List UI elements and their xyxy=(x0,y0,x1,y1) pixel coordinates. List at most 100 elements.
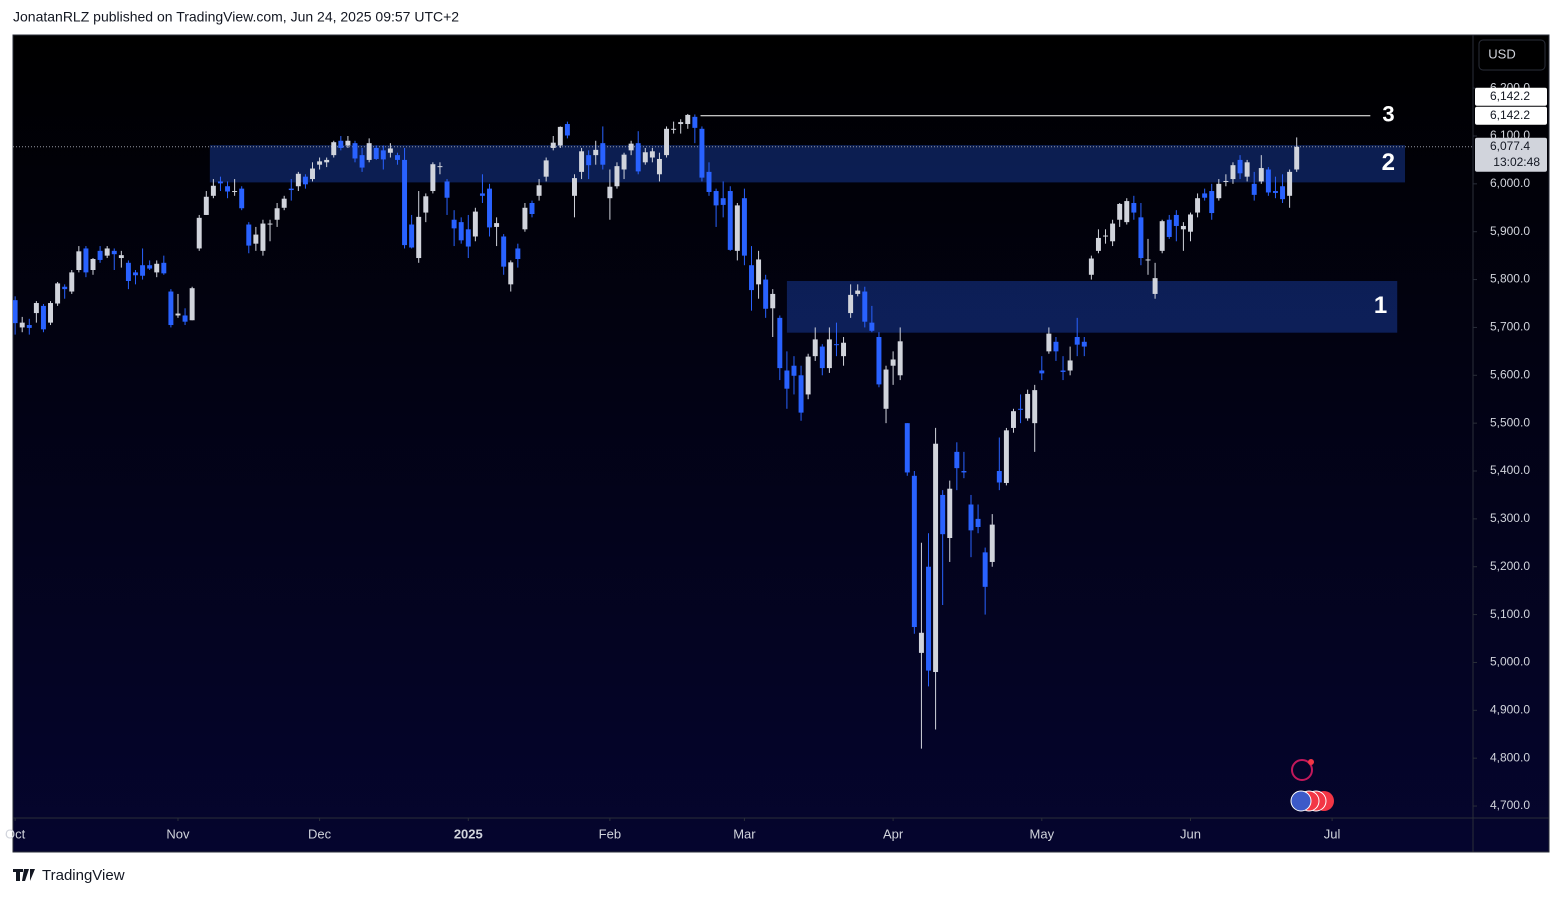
currency-button[interactable] xyxy=(1478,39,1546,71)
candle-body xyxy=(147,265,153,269)
candle-body xyxy=(1280,186,1286,200)
candle-body xyxy=(494,223,500,227)
candle-body xyxy=(1173,214,1179,226)
candle-body xyxy=(989,524,995,562)
candle-body xyxy=(869,322,875,331)
candle-body xyxy=(1117,203,1123,220)
candle-body xyxy=(1237,159,1243,174)
candle-body xyxy=(1003,430,1009,483)
candle-body xyxy=(543,160,549,177)
alert-icon[interactable] xyxy=(1291,759,1313,781)
candle-body xyxy=(777,317,783,369)
candle-body xyxy=(26,325,32,328)
candle-body xyxy=(720,198,726,205)
y-tick-label: 4,700.0 xyxy=(1490,798,1530,812)
candle-body xyxy=(168,291,174,326)
candle-body xyxy=(1180,225,1186,230)
candle-body xyxy=(260,223,266,251)
candle-body xyxy=(161,262,167,274)
candle-body xyxy=(501,236,507,267)
candle-body xyxy=(600,143,606,165)
last-price-label: 6,077.4 xyxy=(1490,139,1530,153)
candle-body xyxy=(678,122,684,125)
event-icon[interactable] xyxy=(1290,790,1312,812)
candle-body xyxy=(996,471,1002,483)
logo-mark xyxy=(13,869,35,881)
candle-body xyxy=(536,185,542,196)
candle-body xyxy=(508,262,514,285)
candle-body xyxy=(586,155,592,166)
candle-body xyxy=(359,155,365,168)
candle-body xyxy=(310,168,315,180)
candle-body xyxy=(394,155,400,160)
y-tick-label: 5,800.0 xyxy=(1490,272,1530,286)
candle-body xyxy=(642,152,648,163)
candle-body xyxy=(947,488,953,539)
candle-body xyxy=(954,451,960,469)
x-tick-label: Jun xyxy=(1180,826,1201,841)
candle-body xyxy=(13,300,18,324)
candle-body xyxy=(267,223,273,225)
candle-body xyxy=(607,186,613,199)
x-tick-label: Feb xyxy=(599,826,621,841)
y-tick-label: 4,800.0 xyxy=(1490,750,1530,764)
candle-body xyxy=(479,193,485,196)
candle-body xyxy=(154,263,160,273)
candle-body xyxy=(366,143,372,160)
candle-body xyxy=(784,370,790,389)
candle-body xyxy=(1025,393,1031,419)
candle-body xyxy=(926,566,931,671)
candle-body xyxy=(1138,217,1144,259)
candle-body xyxy=(1258,168,1264,182)
level-price-box xyxy=(1475,87,1547,106)
candle-body xyxy=(883,369,889,409)
candle-body xyxy=(1124,201,1130,223)
candle-body xyxy=(550,142,556,148)
candle-body xyxy=(281,198,287,208)
candle-body xyxy=(409,224,415,248)
zone-label: 2 xyxy=(1382,149,1395,176)
candle-body xyxy=(380,150,386,160)
candle-body xyxy=(118,255,124,259)
countdown-label: 13:02:48 xyxy=(1493,155,1540,169)
candle-body xyxy=(572,178,577,196)
level-label: 3 xyxy=(1382,102,1394,127)
candle-body xyxy=(933,443,939,673)
candle-body xyxy=(1202,193,1208,198)
candle-body xyxy=(189,288,195,321)
candle-body xyxy=(1195,198,1201,213)
x-tick-label: Nov xyxy=(166,826,190,841)
candle-body xyxy=(741,198,747,256)
candle-body xyxy=(402,159,408,246)
candle-body xyxy=(635,143,641,172)
candle-body xyxy=(855,290,861,294)
candle-body xyxy=(826,339,832,369)
y-tick-label: 5,000.0 xyxy=(1490,655,1530,669)
candle-body xyxy=(317,161,323,165)
candle-body xyxy=(833,344,839,346)
candle-body xyxy=(210,185,216,196)
candle-body xyxy=(848,294,854,314)
candle-body xyxy=(239,188,245,209)
candle-body xyxy=(40,305,46,330)
candle-body xyxy=(97,250,103,260)
candle-body xyxy=(1060,370,1066,372)
currency[interactable]: USD xyxy=(1488,46,1515,61)
candle-body xyxy=(791,365,797,376)
candle-body xyxy=(1103,235,1108,237)
candle-body xyxy=(232,191,238,193)
candle-body xyxy=(487,188,492,228)
candle-body xyxy=(770,293,776,309)
candle-body xyxy=(763,279,769,309)
candle-body xyxy=(430,164,436,192)
candle-body xyxy=(125,262,131,282)
candle-body xyxy=(1209,191,1215,214)
candle-body xyxy=(664,128,670,156)
candle-body xyxy=(472,211,478,237)
candle-body xyxy=(387,148,393,153)
header-text: JonatanRLZ published on TradingView.com,… xyxy=(13,9,459,25)
y-tick-label: 4,900.0 xyxy=(1490,702,1530,716)
candle-body xyxy=(1265,169,1271,193)
candle-body xyxy=(1251,183,1257,195)
candle-body xyxy=(1010,411,1016,428)
